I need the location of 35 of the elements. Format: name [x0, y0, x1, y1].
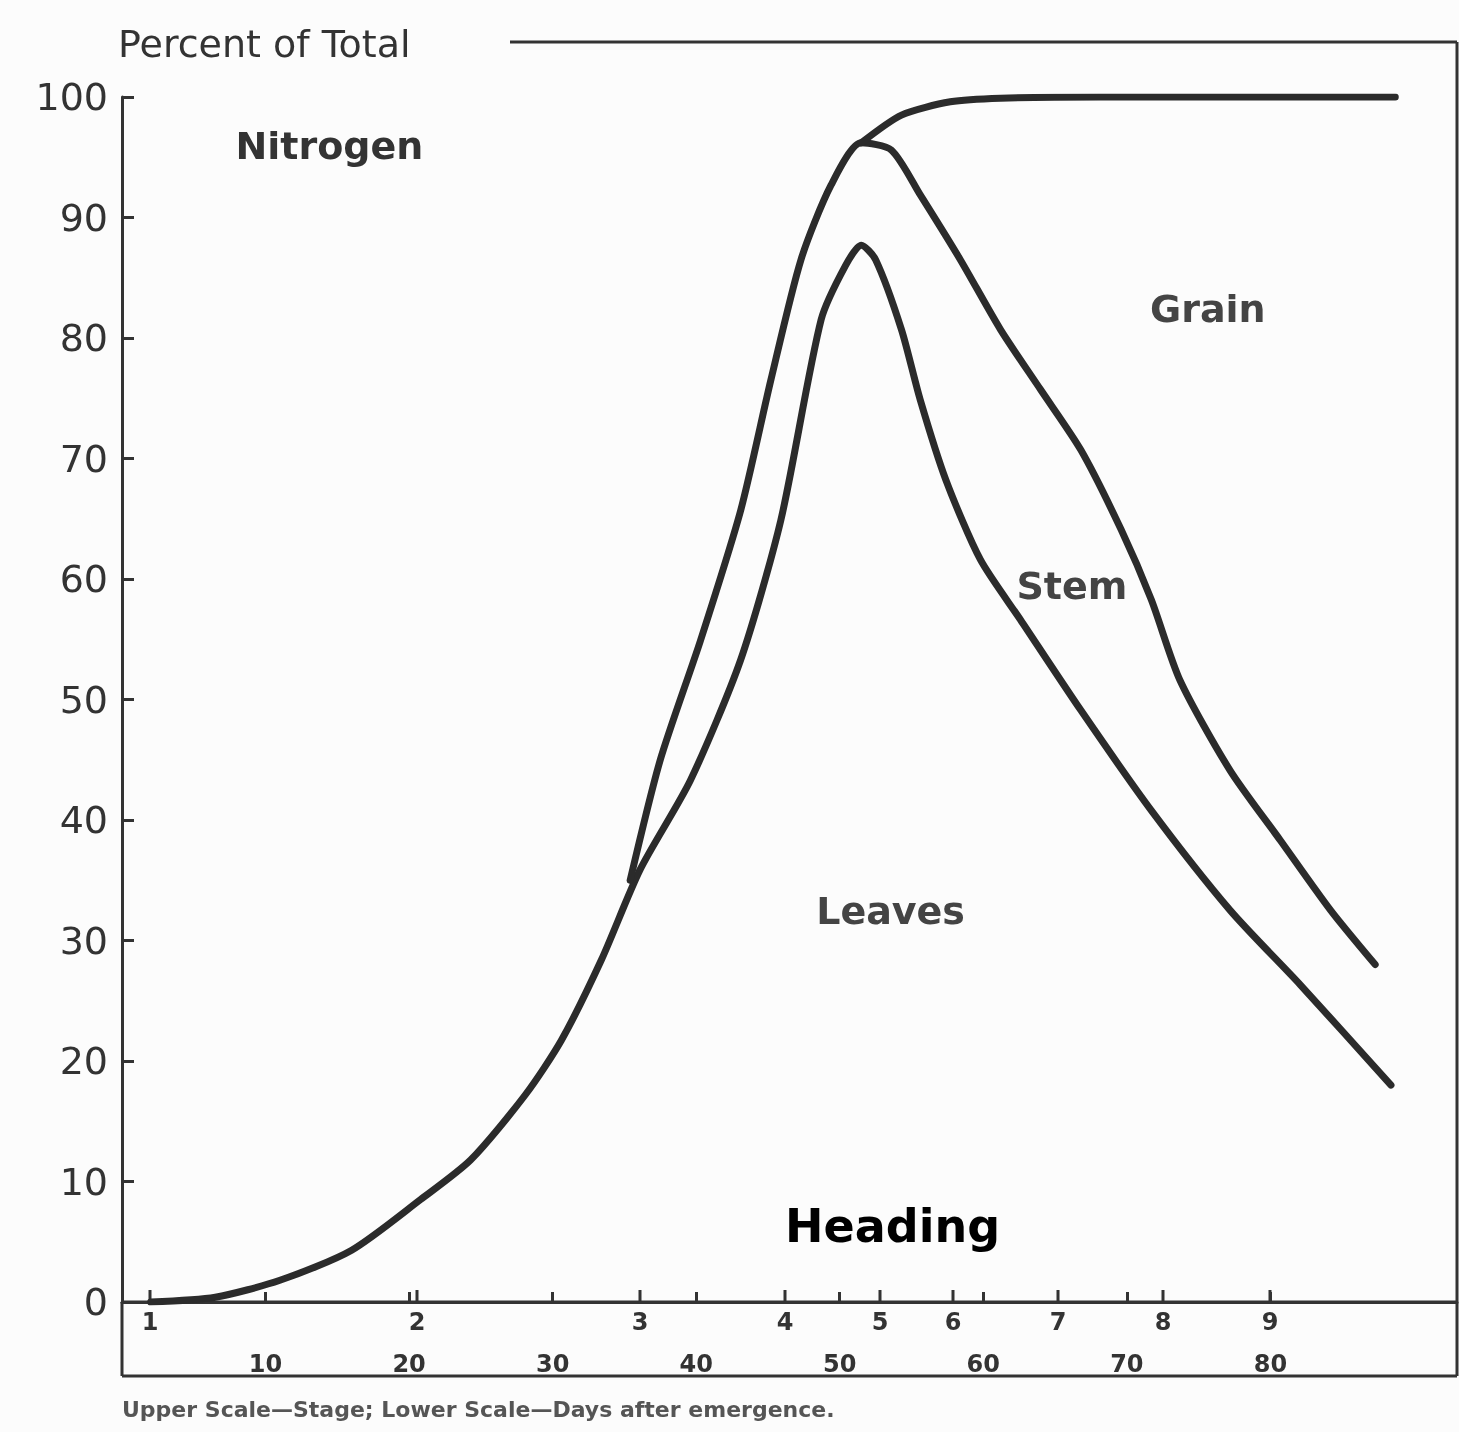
annotation: Grain: [1149, 286, 1266, 331]
annotation: Heading: [785, 1199, 1001, 1253]
y-tick-label: 80: [59, 316, 108, 360]
y-tick-label: 30: [59, 918, 108, 963]
text: 9: [1261, 1308, 1279, 1336]
y-tick-label: 10: [59, 1159, 108, 1204]
y-axis-title: Percent of Total: [118, 22, 411, 66]
x-tick-label: 60: [966, 1350, 1000, 1378]
text: 7: [1049, 1308, 1067, 1336]
text: 3: [631, 1308, 649, 1336]
annotation: Stem: [1016, 563, 1128, 608]
x-tick-label: 10: [248, 1350, 283, 1378]
text: 8: [1154, 1308, 1172, 1336]
x-tick-label: 20: [392, 1350, 426, 1378]
text: Upper Scale—Stage; Lower Scale—Days after emergence.: [122, 1396, 835, 1422]
text: 2: [408, 1308, 426, 1336]
text: 4: [776, 1308, 794, 1336]
x-tick-label: 50: [823, 1350, 857, 1378]
text: Nitrogen: [235, 124, 424, 169]
text: 5: [871, 1308, 889, 1336]
x-tick-label: 40: [679, 1350, 713, 1378]
x-tick-label: 30: [535, 1350, 570, 1378]
y-tick-label: 70: [59, 436, 108, 481]
y-tick-label: 50: [59, 677, 108, 722]
annotation: Leaves: [816, 889, 965, 934]
y-tick-label: 100: [35, 75, 108, 119]
y-tick-label: 20: [59, 1039, 108, 1083]
x-tick-label: 80: [1253, 1350, 1288, 1378]
y-tick-label: 0: [83, 1280, 108, 1324]
x-tick-label: 70: [1110, 1350, 1144, 1378]
text: 1: [141, 1308, 159, 1336]
y-tick-label: 40: [59, 798, 108, 842]
y-tick-label: 90: [59, 195, 108, 240]
text: 6: [944, 1308, 962, 1336]
y-tick-label: 60: [59, 557, 108, 601]
